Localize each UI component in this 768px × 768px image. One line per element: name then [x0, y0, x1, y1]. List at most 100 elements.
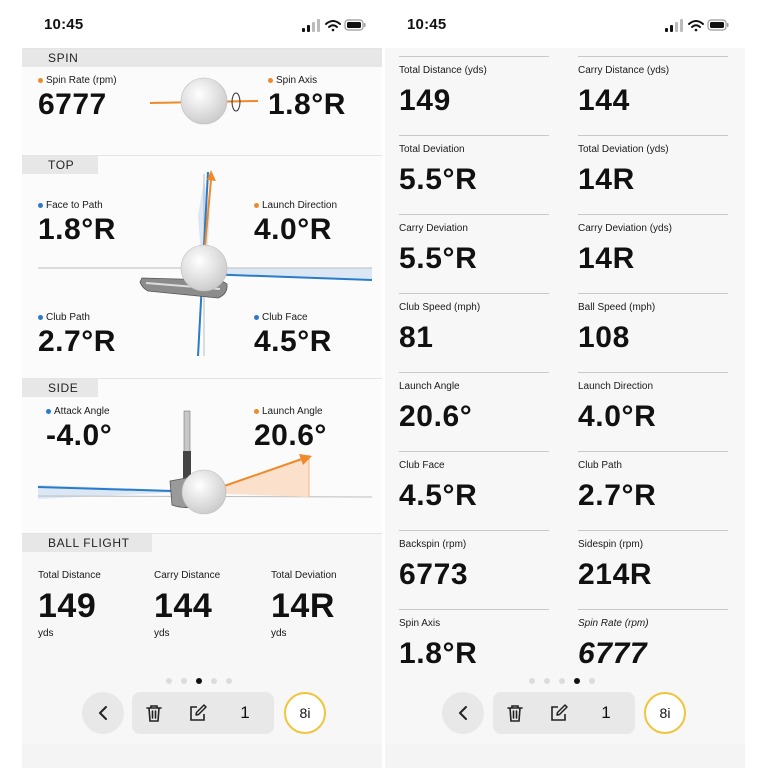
metric-value: 2.7°R: [578, 479, 657, 512]
club-path-metric: Club Path 2.7°R: [38, 312, 116, 359]
metric-value: 5.5°R: [399, 163, 478, 196]
wifi-icon: [688, 20, 704, 32]
back-button[interactable]: [442, 692, 484, 734]
edit-button[interactable]: [176, 692, 220, 734]
metric-label: Spin Rate (rpm): [578, 618, 649, 629]
metric-label: Total Distance (yds): [399, 65, 487, 76]
metric-label: Club Path: [578, 460, 622, 471]
side-view-diagram: [37, 410, 373, 515]
page-dot[interactable]: [166, 678, 172, 684]
left-phone-screen: 10:45 SPIN Spin Rate (rpm) 67: [22, 0, 382, 768]
page-dot[interactable]: [589, 678, 595, 684]
top-view-diagram: [38, 170, 373, 357]
total-distance-metric: Total Distance 149 yds: [38, 570, 101, 639]
shot-toolbar: 1: [493, 692, 635, 734]
attack-angle-label: Attack Angle: [54, 406, 110, 417]
orange-dot-icon: [254, 409, 259, 414]
orange-dot-icon: [268, 78, 273, 83]
bottom-strip: [385, 744, 745, 768]
face-to-path-metric: Face to Path 1.8°R: [38, 200, 116, 247]
page-dot[interactable]: [211, 678, 217, 684]
metric-value: 14R: [578, 163, 635, 196]
metric-cell-total-deviation-yds: Total Deviation (yds) 14R: [578, 135, 728, 214]
metric-value: 214R: [578, 558, 653, 591]
spin-axis-metric: Spin Axis 1.8°R: [268, 75, 346, 122]
spin-axis-value: 1.8°R: [268, 88, 346, 121]
metric-label: Club Face: [399, 460, 445, 471]
delete-button[interactable]: [493, 692, 537, 734]
metric-value: 5.5°R: [399, 242, 478, 275]
shot-number[interactable]: 1: [240, 703, 250, 722]
club-face-metric: Club Face 4.5°R: [254, 312, 332, 359]
page-indicator[interactable]: [529, 678, 595, 684]
club-face-label: Club Face: [262, 312, 308, 323]
ball-flight-section: BALL FLIGHT Total Distance 149 yds Carry…: [22, 533, 382, 653]
spin-rate-label: Spin Rate (rpm): [46, 75, 117, 86]
club-selector-button[interactable]: 8i: [644, 692, 686, 734]
launch-angle-metric: Launch Angle 20.6°: [254, 406, 327, 453]
spin-rate-metric: Spin Rate (rpm) 6777: [38, 75, 117, 122]
edit-button[interactable]: [537, 692, 581, 734]
back-button[interactable]: [82, 692, 124, 734]
carry-distance-value: 144: [154, 587, 213, 625]
metric-value: 20.6°: [399, 400, 473, 433]
launch-direction-metric: Launch Direction 4.0°R: [254, 200, 337, 247]
blue-dot-icon: [38, 203, 43, 208]
page-dot-active[interactable]: [574, 678, 580, 684]
launch-direction-label: Launch Direction: [262, 200, 338, 211]
page-dot[interactable]: [226, 678, 232, 684]
page-dot[interactable]: [544, 678, 550, 684]
page-dot[interactable]: [559, 678, 565, 684]
status-time: 10:45: [44, 16, 84, 33]
signal-icon: [665, 19, 683, 32]
metric-value: 6773: [399, 558, 469, 591]
club-selector-button[interactable]: 8i: [284, 692, 326, 734]
page-dot[interactable]: [529, 678, 535, 684]
signal-icon: [302, 19, 320, 32]
top-section: TOP Face to Path 1.8°R: [22, 155, 382, 378]
metric-value: 1.8°R: [399, 637, 478, 670]
session-detail: SPIN Spin Rate (rpm) 6777 Spin Axis 1.8°…: [22, 48, 382, 768]
right-phone-screen: 10:45 Total Distance (yds) 149 Carry Dist…: [385, 0, 745, 768]
top-section-header: TOP: [22, 156, 98, 174]
club-path-value: 2.7°R: [38, 325, 116, 358]
page-indicator[interactable]: [166, 678, 232, 684]
metric-label: Launch Direction: [578, 381, 654, 392]
blue-dot-icon: [254, 315, 259, 320]
metric-cell-spin-rate: Spin Rate (rpm) 6777: [578, 609, 728, 688]
metric-cell-carry-deviation: Carry Deviation 5.5°R: [399, 214, 549, 293]
edit-icon: [551, 704, 568, 721]
metric-value: 4.5°R: [399, 479, 478, 512]
launch-angle-value: 20.6°: [254, 419, 327, 452]
metric-cell-total-distance: Total Distance (yds) 149: [399, 56, 549, 135]
chevron-left-icon: [99, 706, 107, 720]
total-deviation-unit: yds: [271, 628, 287, 639]
page-dot[interactable]: [181, 678, 187, 684]
delete-button[interactable]: [132, 692, 176, 734]
side-section-header: SIDE: [22, 379, 98, 397]
metric-label: Spin Axis: [399, 618, 441, 629]
spin-axis-label: Spin Axis: [276, 75, 318, 86]
status-icons: [302, 19, 366, 32]
metric-value: 149: [399, 84, 451, 117]
metric-cell-club-face: Club Face 4.5°R: [399, 451, 549, 530]
metric-cell-backspin: Backspin (rpm) 6773: [399, 530, 549, 609]
edit-icon: [190, 704, 207, 721]
metric-label: Total Deviation (yds): [578, 144, 669, 155]
carry-distance-label: Carry Distance: [154, 570, 221, 581]
metric-cell-club-speed: Club Speed (mph) 81: [399, 293, 549, 372]
metric-label: Backspin (rpm): [399, 539, 467, 550]
metric-cell-launch-angle: Launch Angle 20.6°: [399, 372, 549, 451]
trash-icon: [507, 705, 523, 722]
attack-angle-value: -4.0°: [46, 419, 113, 452]
wifi-icon: [325, 20, 341, 32]
metric-value: 4.0°R: [578, 400, 657, 433]
total-distance-value: 149: [38, 587, 97, 625]
shot-number[interactable]: 1: [601, 703, 611, 722]
metric-value: 108: [578, 321, 630, 354]
page-dot-active[interactable]: [196, 678, 202, 684]
total-deviation-label: Total Deviation: [271, 570, 337, 581]
metric-label: Total Deviation: [399, 144, 465, 155]
metric-cell-sidespin: Sidespin (rpm) 214R: [578, 530, 728, 609]
metric-value: 14R: [578, 242, 635, 275]
